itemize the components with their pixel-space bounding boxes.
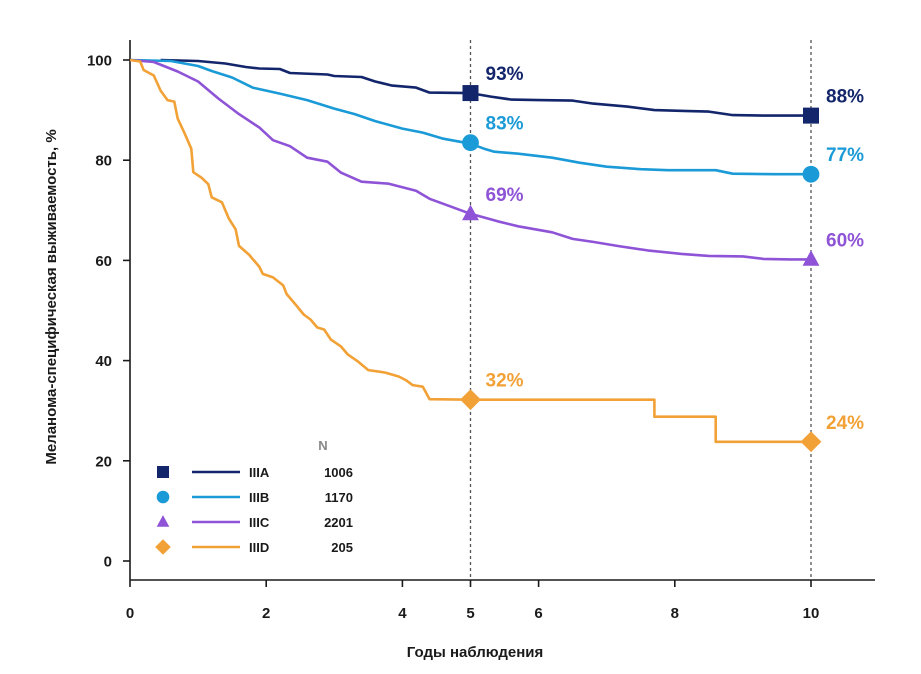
- series-marker-iiic-10: [802, 250, 820, 266]
- series-marker-iiia-10: [803, 107, 819, 124]
- pct-label-iiid-5: 32%: [486, 371, 524, 392]
- x-tick-label-8: 8: [671, 605, 679, 622]
- legend-n-iiic: 2201: [324, 515, 353, 530]
- series-marker-iiid-10: [800, 431, 822, 453]
- series-line-iiid: [129, 58, 811, 444]
- legend-n-iiid: 205: [331, 540, 353, 555]
- y-axis-title: Меланома-специфическая выживаемость, %: [43, 129, 60, 464]
- legend-name-iiid: IIID: [249, 540, 269, 555]
- pct-label-iiia-10: 88%: [826, 87, 864, 108]
- x-tick-label-6: 6: [534, 605, 542, 622]
- percentage-labels: 93% 88% 83% 77% 69% 60% 32% 24%: [486, 64, 865, 434]
- series-markers: [460, 85, 822, 453]
- series-marker-iiic-5: [462, 204, 479, 221]
- axes: 0 20 40 60 80 100 0 2 4 5 6 8 10: [87, 40, 875, 622]
- y-tick-label-20: 20: [95, 453, 112, 470]
- x-tick-label-4: 4: [398, 605, 407, 622]
- pct-label-iiib-5: 83%: [486, 114, 524, 135]
- y-tick-label-100: 100: [87, 53, 112, 70]
- pct-label-iiia-5: 93%: [486, 64, 524, 85]
- pct-label-iiid-10: 24%: [826, 413, 864, 434]
- legend-marker-iiic: [156, 515, 170, 527]
- series-line-iiic: [129, 58, 811, 261]
- legend: N IIIA 1006 IIIB 1170 IIIC 2201 IIID 205: [155, 438, 353, 555]
- pct-label-iiib-10: 77%: [826, 145, 864, 166]
- legend-n-iiib: 1170: [325, 490, 353, 505]
- pct-label-iiic-10: 60%: [826, 230, 864, 251]
- series-marker-iiib-5: [462, 134, 479, 152]
- x-tick-label-5: 5: [466, 605, 474, 622]
- legend-marker-iiid: [155, 539, 171, 555]
- y-tick-label-80: 80: [95, 153, 112, 170]
- series-lines: [129, 58, 811, 444]
- legend-marker-iiia: [157, 466, 169, 478]
- legend-name-iiib: IIIB: [249, 490, 269, 505]
- legend-n-header: N: [318, 438, 327, 453]
- legend-name-iiic: IIIC: [249, 515, 270, 530]
- series-marker-iiia-5: [462, 85, 479, 102]
- series-line-iiia: [160, 58, 811, 117]
- legend-name-iiia: IIIA: [249, 465, 270, 480]
- x-tick-label-2: 2: [262, 605, 270, 622]
- y-tick-label-0: 0: [104, 554, 112, 571]
- y-tick-label-60: 60: [95, 253, 112, 270]
- legend-marker-iiib: [156, 490, 170, 504]
- series-marker-iiib-10: [802, 165, 820, 183]
- series-line-iiib: [129, 58, 811, 176]
- x-tick-label-10: 10: [803, 605, 820, 622]
- pct-label-iiic-5: 69%: [486, 185, 524, 206]
- series-marker-iiid-5: [460, 389, 481, 411]
- legend-n-iiia: 1006: [324, 465, 353, 480]
- x-axis-title: Годы наблюдения: [407, 644, 544, 661]
- x-tick-label-0: 0: [126, 605, 134, 622]
- y-tick-label-40: 40: [95, 353, 112, 370]
- reference-lines: [469, 40, 812, 580]
